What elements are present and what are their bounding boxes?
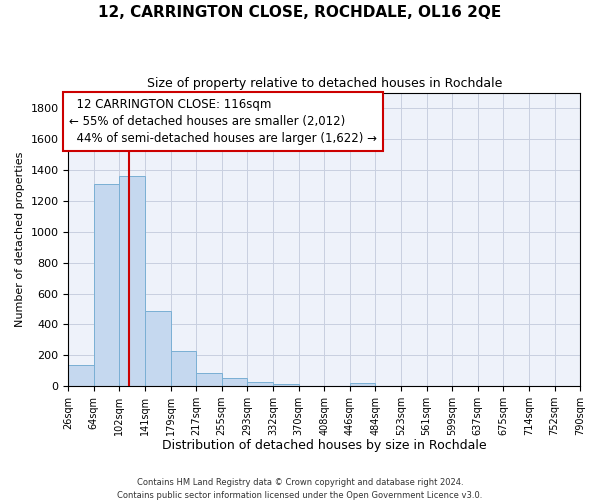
Text: 12, CARRINGTON CLOSE, ROCHDALE, OL16 2QE: 12, CARRINGTON CLOSE, ROCHDALE, OL16 2QE — [98, 5, 502, 20]
Bar — [247, 382, 274, 386]
Bar — [171, 350, 196, 386]
Bar — [222, 378, 247, 386]
Bar — [145, 310, 171, 386]
X-axis label: Distribution of detached houses by size in Rochdale: Distribution of detached houses by size … — [162, 440, 487, 452]
Bar — [350, 383, 375, 386]
Bar — [68, 364, 94, 386]
Y-axis label: Number of detached properties: Number of detached properties — [15, 152, 25, 328]
Title: Size of property relative to detached houses in Rochdale: Size of property relative to detached ho… — [146, 78, 502, 90]
Bar — [94, 184, 119, 386]
Bar — [119, 176, 145, 386]
Text: Contains HM Land Registry data © Crown copyright and database right 2024.
Contai: Contains HM Land Registry data © Crown c… — [118, 478, 482, 500]
Bar — [274, 384, 299, 386]
Text: 12 CARRINGTON CLOSE: 116sqm
← 55% of detached houses are smaller (2,012)
  44% o: 12 CARRINGTON CLOSE: 116sqm ← 55% of det… — [69, 98, 377, 144]
Bar — [196, 373, 222, 386]
